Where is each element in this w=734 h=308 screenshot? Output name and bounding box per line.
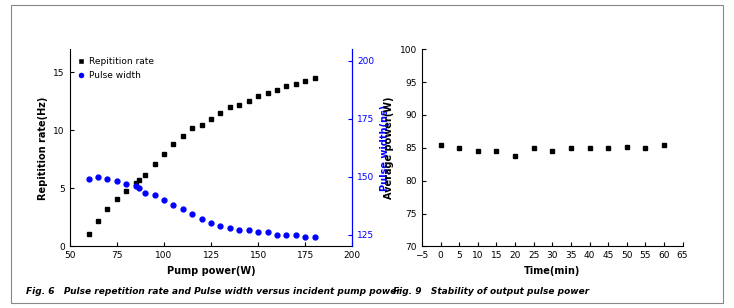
Pulse width xyxy=(141,191,150,195)
Repitition rate xyxy=(254,94,263,98)
Pulse width xyxy=(282,233,291,237)
Pulse width xyxy=(301,235,310,239)
Repitition rate xyxy=(272,88,281,92)
Repitition rate xyxy=(263,91,272,95)
Pulse width xyxy=(103,177,112,181)
Repitition rate xyxy=(225,105,234,109)
Pulse width xyxy=(135,187,144,190)
Pulse width xyxy=(310,235,319,239)
Repitition rate xyxy=(216,111,225,115)
X-axis label: Pump power(W): Pump power(W) xyxy=(167,266,255,276)
Pulse width xyxy=(131,184,140,188)
Repitition rate xyxy=(291,82,300,86)
Repitition rate xyxy=(135,178,144,182)
Repitition rate xyxy=(197,123,206,127)
X-axis label: Time(min): Time(min) xyxy=(524,266,581,276)
Repitition rate xyxy=(141,173,150,176)
Pulse width xyxy=(272,233,281,237)
Pulse width xyxy=(178,208,187,211)
Repitition rate xyxy=(169,143,178,146)
Repitition rate xyxy=(301,79,310,83)
Pulse width xyxy=(235,228,244,232)
Pulse width xyxy=(225,226,234,230)
Repitition rate xyxy=(84,232,93,236)
Pulse width xyxy=(169,203,178,206)
Pulse width xyxy=(197,217,206,221)
Repitition rate xyxy=(131,181,140,184)
Y-axis label: Average power(W): Average power(W) xyxy=(385,97,394,199)
Pulse width xyxy=(159,198,168,202)
Repitition rate xyxy=(103,208,112,211)
Repitition rate xyxy=(178,134,187,138)
Line: Repitition rate: Repitition rate xyxy=(86,76,317,236)
Repitition rate xyxy=(235,103,244,107)
Pulse width xyxy=(122,182,131,186)
Repitition rate xyxy=(244,99,253,103)
Repitition rate xyxy=(93,219,102,223)
Pulse width xyxy=(254,231,263,234)
Legend: Repitition rate, Pulse width: Repitition rate, Pulse width xyxy=(74,54,157,83)
Y-axis label: Repitition rate(Hz): Repitition rate(Hz) xyxy=(38,96,48,200)
Line: Pulse width: Pulse width xyxy=(86,174,317,240)
Pulse width xyxy=(150,193,159,197)
Pulse width xyxy=(112,180,121,183)
Repitition rate xyxy=(122,189,131,192)
Repitition rate xyxy=(207,117,216,121)
Pulse width xyxy=(263,231,272,234)
Pulse width xyxy=(93,175,102,179)
Y-axis label: Pulse width(ns): Pulse width(ns) xyxy=(380,105,390,191)
Text: Fig. 9   Stability of output pulse power: Fig. 9 Stability of output pulse power xyxy=(393,287,589,296)
Text: Fig. 6   Pulse repetition rate and Pulse width versus incident pump power: Fig. 6 Pulse repetition rate and Pulse w… xyxy=(26,287,401,296)
Pulse width xyxy=(207,221,216,225)
Pulse width xyxy=(291,233,300,237)
Repitition rate xyxy=(112,197,121,201)
Repitition rate xyxy=(150,162,159,166)
Pulse width xyxy=(244,228,253,232)
Repitition rate xyxy=(188,126,197,130)
Repitition rate xyxy=(282,84,291,88)
Repitition rate xyxy=(310,76,319,80)
Pulse width xyxy=(188,212,197,216)
Pulse width xyxy=(84,177,93,181)
Repitition rate xyxy=(159,152,168,156)
Pulse width xyxy=(216,224,225,227)
